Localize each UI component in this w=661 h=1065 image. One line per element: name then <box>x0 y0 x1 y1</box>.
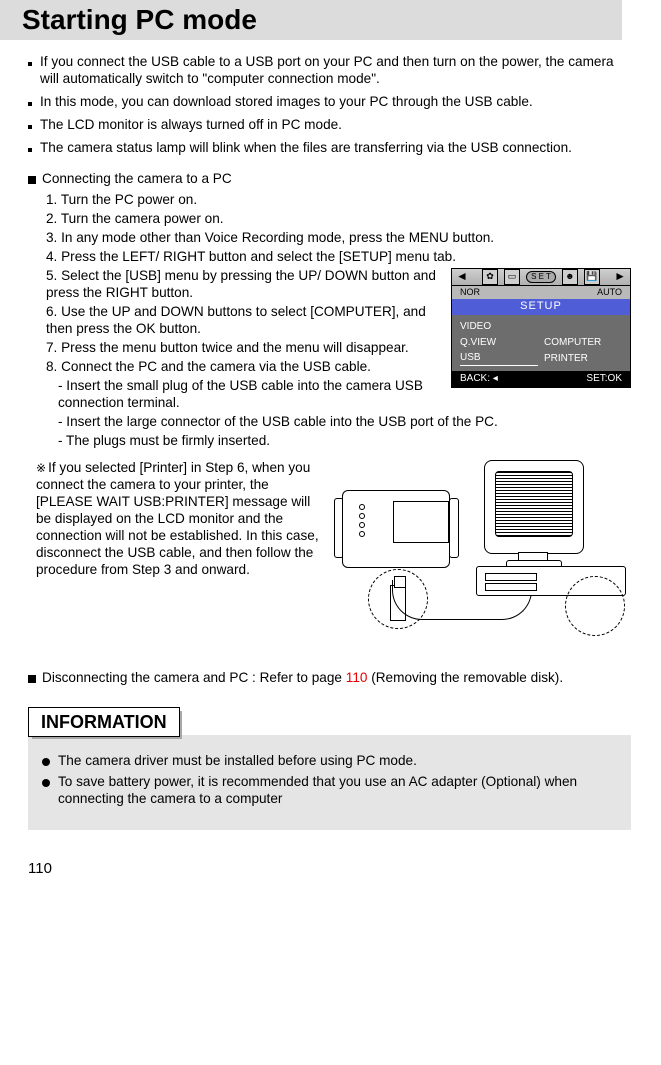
page-number: 110 <box>28 860 661 877</box>
section-title-text: Connecting the camera to a PC <box>42 171 232 188</box>
printer-note-content: If you selected [Printer] in Step 6, whe… <box>36 460 319 577</box>
bullet-item: The camera status lamp will blink when t… <box>28 140 631 157</box>
disc-bullet-icon <box>42 758 50 766</box>
reference-mark-icon: ※ <box>36 461 46 475</box>
menu-row-left-selected: USB <box>460 352 538 366</box>
set-pill: S E T <box>526 271 556 283</box>
printer-note-text: ※If you selected [Printer] in Step 6, wh… <box>36 460 326 579</box>
palette-icon: ✿ <box>482 269 498 285</box>
chevron-right-icon: ► <box>614 269 626 284</box>
page-body: If you connect the USB cable to a USB po… <box>0 54 661 830</box>
pc-drawing <box>476 460 631 610</box>
bullet-text: If you connect the USB cable to a USB po… <box>40 54 631 88</box>
menu-row-left: VIDEO <box>460 321 538 334</box>
menu-mode-labels: NOR AUTO <box>452 286 630 299</box>
menu-top-bar: ◄ ✿ ▭ S E T ☻ 💾 ► <box>452 269 630 286</box>
bullet-item: In this mode, you can download stored im… <box>28 94 631 111</box>
substep-item: - Insert the large connector of the USB … <box>58 414 631 431</box>
menu-mode-right: AUTO <box>597 287 622 298</box>
info-body: The camera driver must be installed befo… <box>28 735 631 830</box>
steps-with-screenshot: 5. Select the [USB] menu by pressing the… <box>46 268 631 414</box>
dashed-circle-icon <box>565 576 625 636</box>
square-bullet-icon <box>28 675 36 683</box>
person-icon: ☻ <box>562 269 578 285</box>
step-item: 2. Turn the camera power on. <box>46 211 631 228</box>
bullet-text: In this mode, you can download stored im… <box>40 94 533 111</box>
info-text: To save battery power, it is recommended… <box>58 774 617 808</box>
info-item: To save battery power, it is recommended… <box>42 774 617 808</box>
disc-bullet-icon <box>42 779 50 787</box>
square-bullet-icon <box>28 176 36 184</box>
step-item: 3. In any mode other than Voice Recordin… <box>46 230 631 247</box>
bullet-item: The LCD monitor is always turned off in … <box>28 117 631 134</box>
section-connecting: Connecting the camera to a PC <box>28 171 631 188</box>
step-item: 7. Press the menu button twice and the m… <box>46 340 441 357</box>
frame-icon: ▭ <box>504 269 520 285</box>
disconnect-post: (Removing the removable disk). <box>367 670 563 685</box>
page-title: Starting PC mode <box>0 0 622 40</box>
monitor-icon <box>484 460 584 554</box>
mic-icon: 💾 <box>584 269 600 285</box>
menu-foot-right: SET:OK <box>586 373 622 386</box>
step-item: 5. Select the [USB] menu by pressing the… <box>46 268 441 302</box>
information-box: INFORMATION INFORMATION The camera drive… <box>28 707 631 830</box>
camera-drawing <box>334 490 459 585</box>
menu-row-left: Q.VIEW <box>460 337 538 350</box>
section-disconnecting: Disconnecting the camera and PC : Refer … <box>28 670 631 687</box>
menu-mode-left: NOR <box>460 287 480 298</box>
menu-top-icons: ✿ ▭ S E T ☻ 💾 <box>482 269 600 285</box>
bullet-item: If you connect the USB cable to a USB po… <box>28 54 631 88</box>
mid-steps-text: 5. Select the [USB] menu by pressing the… <box>46 268 441 414</box>
disconnect-pre: Disconnecting the camera and PC : Refer … <box>42 670 346 685</box>
bullet-dot-icon <box>28 62 32 66</box>
chevron-left-icon: ◄ <box>456 269 468 284</box>
intro-bullets: If you connect the USB cable to a USB po… <box>28 54 631 157</box>
step-item: 6. Use the UP and DOWN buttons to select… <box>46 304 441 338</box>
pc-port-highlight <box>565 576 625 636</box>
substep-item: - Insert the small plug of the USB cable… <box>58 378 441 412</box>
menu-row-right: COMPUTER <box>544 337 622 350</box>
step-item: 4. Press the LEFT/ RIGHT button and sele… <box>46 249 631 266</box>
substep-item: - The plugs must be firmly inserted. <box>58 433 631 450</box>
printer-note-block: ※If you selected [Printer] in Step 6, wh… <box>28 460 631 630</box>
steps-list: 1. Turn the PC power on. 2. Turn the cam… <box>46 192 631 450</box>
connection-illustration <box>334 460 631 630</box>
menu-foot-left: BACK: ◂ <box>460 373 498 386</box>
disconnect-page-ref: 110 <box>346 670 368 685</box>
bullet-dot-icon <box>28 125 32 129</box>
info-text: The camera driver must be installed befo… <box>58 753 417 770</box>
camera-menu-screenshot: ◄ ✿ ▭ S E T ☻ 💾 ► NOR AUTO <box>451 268 631 388</box>
info-title-wrap: INFORMATION INFORMATION <box>28 707 631 737</box>
step-item: 8. Connect the PC and the camera via the… <box>46 359 441 376</box>
menu-footer: BACK: ◂ SET:OK <box>452 371 630 388</box>
info-title: INFORMATION <box>28 707 180 738</box>
info-item: The camera driver must be installed befo… <box>42 753 617 770</box>
step-item: 1. Turn the PC power on. <box>46 192 631 209</box>
menu-row-right: PRINTER <box>544 353 622 366</box>
page: Starting PC mode If you connect the USB … <box>0 0 661 907</box>
menu-body: VIDEO Q.VIEW COMPUTER USB PRINTER <box>452 315 630 371</box>
bullet-dot-icon <box>28 102 32 106</box>
menu-setup-header: SETUP <box>452 299 630 315</box>
bullet-text: The LCD monitor is always turned off in … <box>40 117 342 134</box>
bullet-text: The camera status lamp will blink when t… <box>40 140 572 157</box>
disconnect-text: Disconnecting the camera and PC : Refer … <box>42 670 563 687</box>
bullet-dot-icon <box>28 148 32 152</box>
back-arrow-icon: ◂ <box>493 373 498 384</box>
